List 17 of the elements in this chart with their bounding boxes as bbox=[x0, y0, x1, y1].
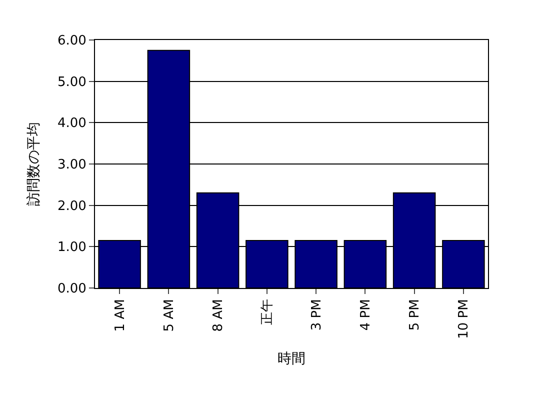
x-tick-label: 8 AM bbox=[211, 299, 226, 332]
x-tick-label: 1 AM bbox=[112, 299, 128, 332]
x-tick-label: 5 AM bbox=[162, 299, 177, 332]
x-tick-label: 10 PM bbox=[456, 299, 472, 339]
x-axis-title: 時間 bbox=[278, 351, 306, 368]
y-tick-label: 0.00 bbox=[57, 282, 86, 297]
y-tick-label: 6.00 bbox=[57, 34, 86, 49]
y-tick-label: 4.00 bbox=[57, 116, 86, 132]
x-tick-label: 5 PM bbox=[408, 299, 423, 331]
y-axis-title: 訪問数の平均 bbox=[26, 122, 42, 206]
y-tick-label: 3.00 bbox=[57, 158, 86, 173]
y-tick-label: 1.00 bbox=[57, 240, 86, 256]
y-tick-label: 5.00 bbox=[57, 74, 86, 90]
y-tick-label: 2.00 bbox=[57, 198, 86, 214]
x-tick-label: 4 PM bbox=[358, 299, 374, 331]
x-tick-label: 3 PM bbox=[309, 299, 324, 331]
x-tick-label: 正午 bbox=[260, 299, 276, 326]
